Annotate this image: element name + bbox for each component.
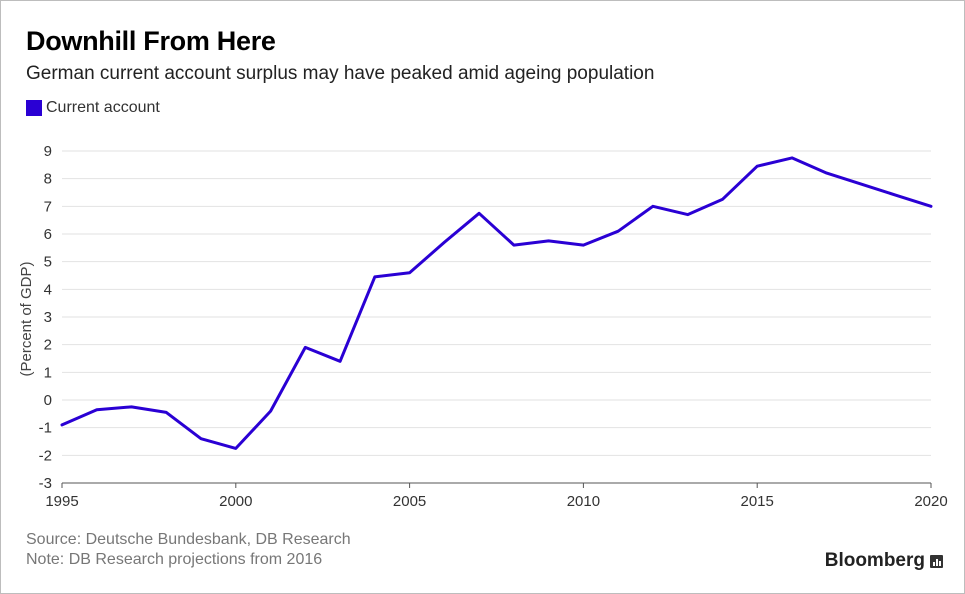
- data-point: [929, 205, 933, 208]
- y-tick-label: -1: [39, 420, 52, 437]
- y-tick-label: 3: [44, 309, 52, 326]
- data-point: [477, 212, 481, 215]
- y-tick-label: 8: [44, 171, 52, 188]
- x-tick-label: 2005: [393, 493, 426, 510]
- y-tick-label: 6: [44, 226, 52, 243]
- data-point: [756, 165, 759, 168]
- data-point: [443, 241, 446, 244]
- y-tick-label: -3: [39, 475, 52, 492]
- data-point: [269, 409, 272, 413]
- data-point: [825, 171, 828, 175]
- y-tick-label: 2: [44, 337, 52, 354]
- data-point: [304, 346, 307, 349]
- data-point: [165, 411, 168, 414]
- data-point: [547, 239, 550, 243]
- brand-name: Bloomberg: [824, 550, 925, 571]
- y-tick-label: 7: [44, 198, 52, 215]
- data-point: [234, 447, 237, 450]
- data-point: [895, 194, 898, 197]
- chart-subtitle: German current account surplus may have …: [26, 63, 655, 84]
- x-tick-label: 1995: [45, 493, 78, 510]
- data-point: [512, 243, 516, 247]
- data-point: [199, 437, 203, 440]
- data-point: [408, 271, 411, 274]
- chart-title: Downhill From Here: [26, 26, 276, 56]
- data-point: [95, 408, 98, 411]
- y-tick-label: 9: [44, 143, 52, 160]
- data-point: [790, 156, 794, 160]
- x-tick-label: 2000: [219, 493, 252, 510]
- data-point: [721, 198, 724, 201]
- y-tick-label: -2: [39, 447, 52, 464]
- legend-swatch: [26, 100, 42, 116]
- data-point: [686, 213, 689, 216]
- y-tick-label: 1: [44, 364, 52, 381]
- y-tick-label: 5: [44, 254, 52, 271]
- legend-label: Current account: [46, 99, 160, 116]
- bloomberg-chart-icon: [930, 554, 943, 568]
- data-point: [616, 230, 620, 233]
- data-point: [582, 243, 585, 247]
- note-text: Note: DB Research projections from 2016: [26, 551, 323, 568]
- data-point: [651, 205, 655, 208]
- data-point: [130, 405, 133, 409]
- bloomberg-logo: Bloomberg: [825, 550, 943, 572]
- data-point: [60, 423, 64, 427]
- x-tick-label: 2010: [567, 493, 600, 510]
- x-tick-label: 2015: [741, 493, 774, 510]
- series-line-current-account: [60, 156, 933, 450]
- data-point: [860, 183, 863, 186]
- data-point: [338, 360, 342, 363]
- y-tick-label: 0: [44, 392, 52, 409]
- source-text: Source: Deutsche Bundesbank, DB Research: [26, 531, 351, 548]
- legend: Current account: [26, 99, 160, 117]
- x-tick-label: 2020: [914, 493, 947, 510]
- y-tick-label: 4: [44, 281, 52, 298]
- data-point: [373, 275, 377, 279]
- y-axis-label: (Percent of GDP): [18, 261, 35, 376]
